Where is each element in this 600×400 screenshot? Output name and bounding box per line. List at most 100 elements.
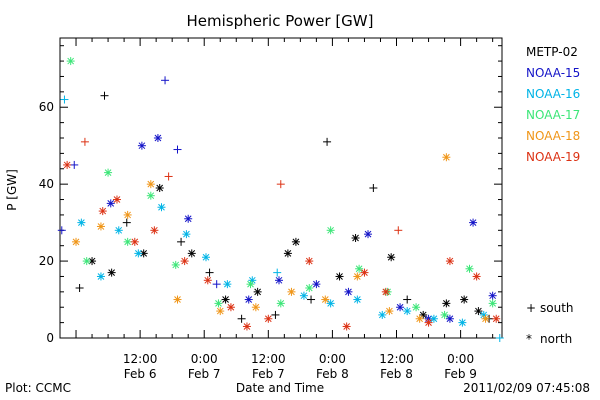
legend-noaa-19: NOAA-19	[526, 150, 580, 164]
point-noaa-19	[424, 318, 433, 327]
point-noaa-16	[114, 226, 123, 235]
point-noaa-16	[299, 291, 308, 300]
point-noaa-18	[96, 222, 105, 231]
point-noaa-16	[182, 230, 191, 239]
point-noaa-19	[445, 257, 454, 266]
point-noaa-19	[472, 272, 481, 281]
x-tick-hour-label: 12:00	[123, 352, 158, 366]
point-metp-02	[253, 287, 262, 296]
marker-legend-north-symbol: *	[526, 332, 532, 346]
legend-noaa-15: NOAA-15	[526, 66, 580, 80]
x-tick-hour-label: 12:00	[379, 352, 414, 366]
point-metp-02	[283, 249, 292, 258]
point-noaa-15	[312, 280, 321, 289]
y-axis-label: P [GW]	[5, 169, 19, 211]
point-noaa-16	[378, 310, 387, 319]
point-noaa-19	[276, 180, 285, 189]
point-noaa-17	[146, 191, 155, 200]
point-metp-02	[307, 295, 316, 304]
point-noaa-16	[77, 218, 86, 227]
point-noaa-17	[305, 284, 314, 292]
point-noaa-15	[106, 199, 115, 208]
point-noaa-19	[164, 172, 173, 181]
x-tick-hour-label: 0:00	[319, 352, 346, 366]
point-noaa-17	[246, 280, 255, 289]
point-noaa-18	[251, 303, 260, 312]
point-noaa-18	[287, 287, 296, 296]
point-metp-02	[187, 249, 196, 258]
point-metp-02	[403, 295, 412, 304]
point-noaa-17	[440, 310, 449, 319]
x-tick-day-label: Feb 8	[380, 367, 413, 381]
point-noaa-19	[63, 160, 72, 169]
point-noaa-15	[274, 276, 283, 285]
point-metp-02	[221, 295, 230, 304]
point-noaa-16	[96, 272, 105, 281]
point-noaa-17	[123, 237, 132, 246]
point-noaa-15	[57, 226, 66, 235]
point-metp-02	[122, 218, 131, 227]
point-noaa-16	[201, 253, 210, 262]
point-noaa-17	[355, 264, 364, 273]
plot-credit: Plot: CCMC	[5, 381, 71, 395]
x-tick-day-label: Feb 6	[124, 367, 157, 381]
point-noaa-16	[273, 268, 282, 277]
point-noaa-17	[66, 57, 75, 66]
point-noaa-18	[72, 237, 81, 246]
chart-title: Hemispheric Power [GW]	[187, 12, 374, 30]
legend: METP-02 NOAA-15 NOAA-16 NOAA-17 NOAA-18 NOAA-…	[526, 45, 580, 164]
y-tick-label: 20	[39, 254, 54, 268]
x-axis-label: Date and Time	[236, 381, 324, 395]
point-noaa-16	[223, 280, 232, 289]
point-metp-02	[323, 137, 332, 146]
point-noaa-18	[385, 307, 394, 316]
point-metp-02	[474, 307, 483, 316]
point-metp-02	[335, 272, 344, 281]
point-noaa-15	[344, 287, 353, 296]
point-noaa-17	[104, 168, 113, 177]
point-noaa-17	[465, 264, 474, 273]
x-tick-day-label: Feb 7	[188, 367, 221, 381]
point-noaa-15	[445, 314, 454, 323]
point-noaa-19	[492, 314, 501, 323]
point-noaa-15	[184, 214, 193, 223]
point-noaa-17	[82, 257, 91, 266]
point-noaa-19	[305, 257, 314, 266]
point-noaa-18	[442, 153, 451, 162]
point-metp-02	[460, 295, 469, 304]
point-noaa-16	[157, 203, 166, 212]
point-noaa-19	[98, 207, 107, 216]
point-noaa-17	[326, 226, 335, 235]
legend-noaa-18: NOAA-18	[526, 129, 580, 143]
point-noaa-19	[226, 303, 235, 312]
point-noaa-17	[488, 299, 497, 308]
point-noaa-18	[216, 307, 225, 316]
point-noaa-15	[161, 76, 170, 85]
point-noaa-18	[415, 314, 424, 323]
point-noaa-19	[112, 195, 121, 204]
point-noaa-19	[264, 314, 273, 323]
point-noaa-19	[180, 257, 189, 266]
point-metp-02	[177, 237, 186, 246]
point-noaa-15	[244, 295, 253, 304]
y-tick-label: 60	[39, 100, 54, 114]
point-noaa-17	[171, 260, 180, 269]
point-noaa-18	[173, 295, 182, 304]
point-noaa-19	[381, 287, 390, 296]
point-metp-02	[155, 184, 164, 192]
point-noaa-19	[342, 322, 351, 331]
marker-legend-south: south	[540, 301, 574, 315]
point-noaa-19	[130, 237, 139, 246]
point-noaa-17	[214, 299, 223, 308]
point-noaa-18	[353, 272, 362, 281]
x-tick-hour-label: 0:00	[191, 352, 218, 366]
point-noaa-19	[394, 226, 403, 235]
point-metp-02	[351, 234, 360, 242]
point-noaa-16	[429, 314, 438, 323]
legend-noaa-16: NOAA-16	[526, 87, 580, 101]
point-noaa-15	[153, 134, 162, 142]
point-noaa-16	[134, 249, 143, 258]
point-noaa-16	[458, 318, 467, 327]
point-noaa-16	[353, 295, 362, 304]
point-metp-02	[100, 91, 109, 100]
